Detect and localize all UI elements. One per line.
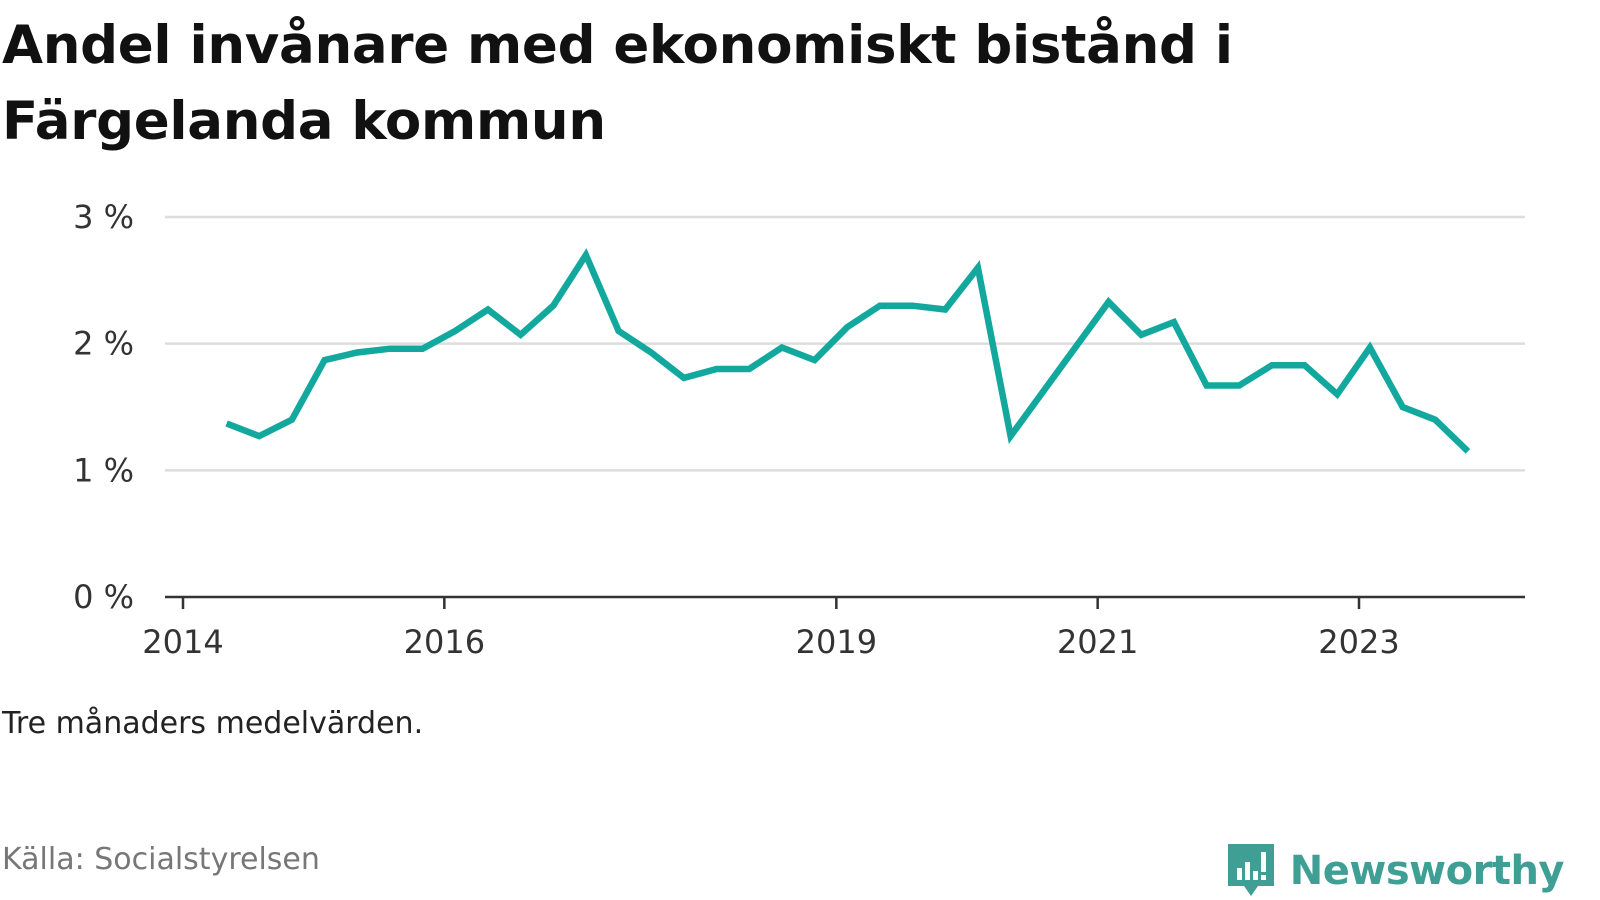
x-tick-label: 2019 [796, 623, 877, 661]
data-point [912, 305, 914, 307]
y-tick-label: 3 % [73, 198, 134, 236]
data-point [781, 346, 783, 348]
data-point [585, 254, 587, 256]
source-label: Källa: Socialstyrelsen [2, 842, 320, 877]
data-point [454, 330, 456, 332]
data-point [650, 352, 652, 354]
data-point [1238, 384, 1240, 386]
data-point [814, 359, 816, 361]
x-tick-label: 2023 [1318, 623, 1399, 661]
x-axis-ticks: 2014 2016 2019 2021 2023 [142, 597, 1400, 661]
data-point [1336, 393, 1338, 395]
data-point [846, 326, 848, 328]
data-point [324, 359, 326, 361]
data-point [1108, 301, 1110, 303]
data-point [1206, 384, 1208, 386]
brand-name: Newsworthy [1289, 848, 1565, 894]
data-point [1173, 321, 1175, 323]
y-tick-label: 0 % [73, 578, 134, 616]
data-point [1369, 346, 1371, 348]
chart-note: Tre månaders medelvärden. [2, 706, 424, 741]
data-point [258, 435, 260, 437]
data-point [879, 305, 881, 307]
data-point [683, 377, 685, 379]
data-point [356, 352, 358, 354]
data-point [1304, 364, 1306, 366]
y-tick-label: 1 % [73, 451, 134, 489]
data-point [1010, 435, 1012, 437]
chart-title: Andel invånare med ekonomiskt bistånd i … [2, 15, 1233, 152]
data-point [552, 305, 554, 307]
data-point [944, 308, 946, 310]
data-point [487, 308, 489, 310]
data-point [1467, 450, 1469, 452]
data-point [1434, 419, 1436, 421]
data-point [389, 348, 391, 350]
data-point [226, 422, 228, 424]
newsworthy-logo-icon [1227, 844, 1274, 896]
grid-lines [165, 215, 1525, 472]
y-axis-ticks: 0 % 1 % 2 % 3 % [73, 198, 134, 616]
data-point [422, 348, 424, 350]
data-point [977, 267, 979, 269]
brand-logo[interactable]: Newsworthy [1226, 842, 1565, 900]
data-point [618, 330, 620, 332]
data-point [291, 419, 293, 421]
x-tick-label: 2014 [142, 623, 223, 661]
x-tick-label: 2016 [404, 623, 485, 661]
data-point [1271, 364, 1273, 366]
series-line [225, 248, 1471, 454]
data-point [520, 334, 522, 336]
data-point [716, 368, 718, 370]
y-tick-label: 2 % [73, 325, 134, 363]
series-layer [225, 248, 1471, 454]
data-point [1140, 334, 1142, 336]
data-point [1402, 406, 1404, 408]
data-point [748, 368, 750, 370]
line-chart: 0 % 1 % 2 % 3 % 2014 2016 2019 2021 2023 [73, 198, 1525, 661]
x-tick-label: 2021 [1057, 623, 1138, 661]
